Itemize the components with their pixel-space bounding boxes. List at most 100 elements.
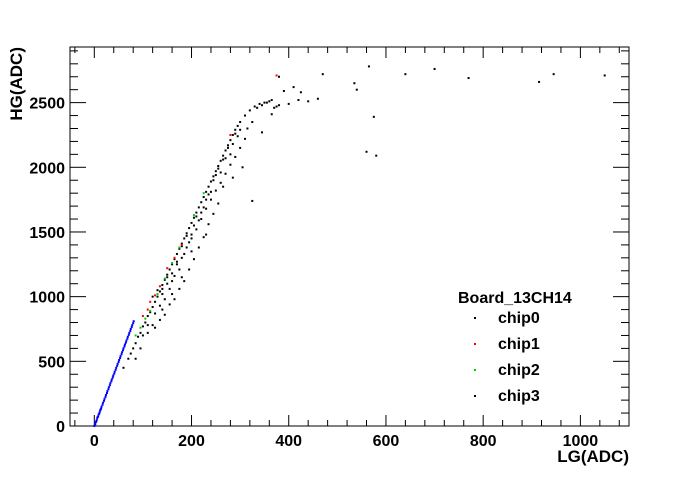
- data-point-chip3: [200, 218, 203, 221]
- data-point-chip1: [154, 294, 157, 297]
- data-point-chip3: [175, 260, 178, 263]
- data-point-chip3: [226, 146, 229, 149]
- data-point-chip3: [219, 181, 222, 184]
- data-point-chip0: [112, 374, 115, 377]
- data-point-chip0: [113, 370, 116, 373]
- data-point-chip3: [253, 105, 256, 108]
- data-point-chip3: [197, 219, 200, 222]
- data-point-chip3: [161, 284, 164, 287]
- data-point-chip3: [229, 163, 232, 166]
- data-point-chip0: [126, 335, 129, 338]
- legend-marker-chip2: [474, 369, 476, 371]
- x-tick-label: 200: [178, 433, 205, 450]
- data-point-chip3: [173, 274, 176, 277]
- data-point-chip3: [195, 211, 198, 214]
- data-point-chip3: [200, 201, 203, 204]
- data-point-chip0: [110, 378, 113, 381]
- data-point-chip3: [171, 272, 174, 275]
- data-point-chip0: [111, 376, 114, 379]
- data-point-chip3: [217, 202, 220, 205]
- data-point-chip3: [214, 189, 217, 192]
- data-point-chip3: [552, 73, 555, 76]
- data-point-chip0: [99, 408, 102, 411]
- legend: Board_13CH14 chip0 chip1 chip2 chip3: [458, 290, 572, 405]
- data-point-chip3: [209, 180, 212, 183]
- data-point-chip3: [154, 326, 157, 329]
- data-point-chip3: [248, 109, 251, 112]
- data-point-chip0: [129, 327, 132, 330]
- legend-label-chip0: chip0: [498, 310, 540, 327]
- data-point-chip3: [149, 311, 152, 314]
- data-point-chip3: [190, 233, 193, 236]
- data-point-chip0: [104, 393, 107, 396]
- data-point-chip3: [195, 215, 198, 218]
- legend-marker-chip0: [474, 317, 476, 319]
- data-point-chip3: [404, 73, 407, 76]
- data-point-chip3: [180, 276, 183, 279]
- data-point-chip0: [130, 326, 133, 329]
- data-point-chip3: [287, 102, 290, 105]
- data-point-chip3: [229, 153, 232, 156]
- data-point-chip2: [192, 214, 195, 217]
- data-point-chip3: [375, 154, 378, 157]
- y-tick-label: 1000: [29, 290, 65, 307]
- data-point-chip3: [263, 101, 266, 104]
- data-point-chip3: [168, 287, 171, 290]
- data-point-chip3: [154, 300, 157, 303]
- data-point-chip3: [134, 357, 137, 360]
- data-point-chip3: [151, 324, 154, 327]
- data-point-chip0: [119, 357, 122, 360]
- data-point-chip2: [144, 317, 147, 320]
- data-point-chip3: [372, 115, 375, 118]
- data-point-chip3: [273, 106, 276, 109]
- data-point-chip3: [231, 133, 234, 136]
- data-point-chip1: [141, 315, 144, 318]
- data-point-chip3: [224, 149, 227, 152]
- data-point-chip3: [171, 263, 174, 266]
- data-point-chip3: [275, 105, 278, 108]
- data-point-chip3: [234, 132, 237, 135]
- data-point-chip3: [188, 268, 191, 271]
- data-point-chip0: [110, 380, 113, 383]
- x-tick-label: 400: [275, 433, 302, 450]
- data-point-chip3: [202, 196, 205, 199]
- data-point-chip0: [103, 399, 106, 402]
- data-point-chip3: [219, 159, 222, 162]
- data-point-chip3: [200, 211, 203, 214]
- data-point-chip3: [139, 347, 142, 350]
- data-point-chip3: [202, 236, 205, 239]
- data-point-chip0: [96, 415, 99, 418]
- data-point-chip3: [353, 82, 356, 85]
- legend-label-chip2: chip2: [498, 362, 540, 379]
- data-point-chip3: [205, 207, 208, 210]
- data-point-chip3: [146, 331, 149, 334]
- data-point-chip3: [603, 74, 606, 77]
- data-point-chip3: [278, 104, 281, 107]
- data-point-chip3: [132, 347, 135, 350]
- data-point-chip0: [102, 401, 105, 404]
- data-point-chip0: [96, 417, 99, 420]
- data-point-chip3: [180, 245, 183, 248]
- data-point-chip3: [156, 295, 159, 298]
- data-point-chip3: [192, 216, 195, 219]
- data-point-chip3: [122, 366, 125, 369]
- data-point-chip3: [166, 282, 169, 285]
- data-point-chip3: [222, 185, 225, 188]
- data-point-chip2: [202, 192, 205, 195]
- data-point-chip3: [224, 172, 227, 175]
- data-point-chip2: [171, 262, 174, 265]
- data-point-chip3: [219, 171, 222, 174]
- data-point-chip3: [268, 100, 271, 103]
- data-point-chip0: [113, 372, 116, 375]
- data-point-chip0: [128, 331, 131, 334]
- data-point-chip3: [190, 221, 193, 224]
- y-tick-label: 2000: [29, 160, 65, 177]
- data-point-chip3: [134, 342, 137, 345]
- data-point-chip3: [217, 165, 220, 168]
- data-point-chip3: [538, 80, 541, 83]
- data-point-chip3: [241, 166, 244, 169]
- legend-label-chip1: chip1: [498, 336, 540, 353]
- data-point-chip3: [151, 295, 154, 298]
- data-point-chip0: [119, 355, 122, 358]
